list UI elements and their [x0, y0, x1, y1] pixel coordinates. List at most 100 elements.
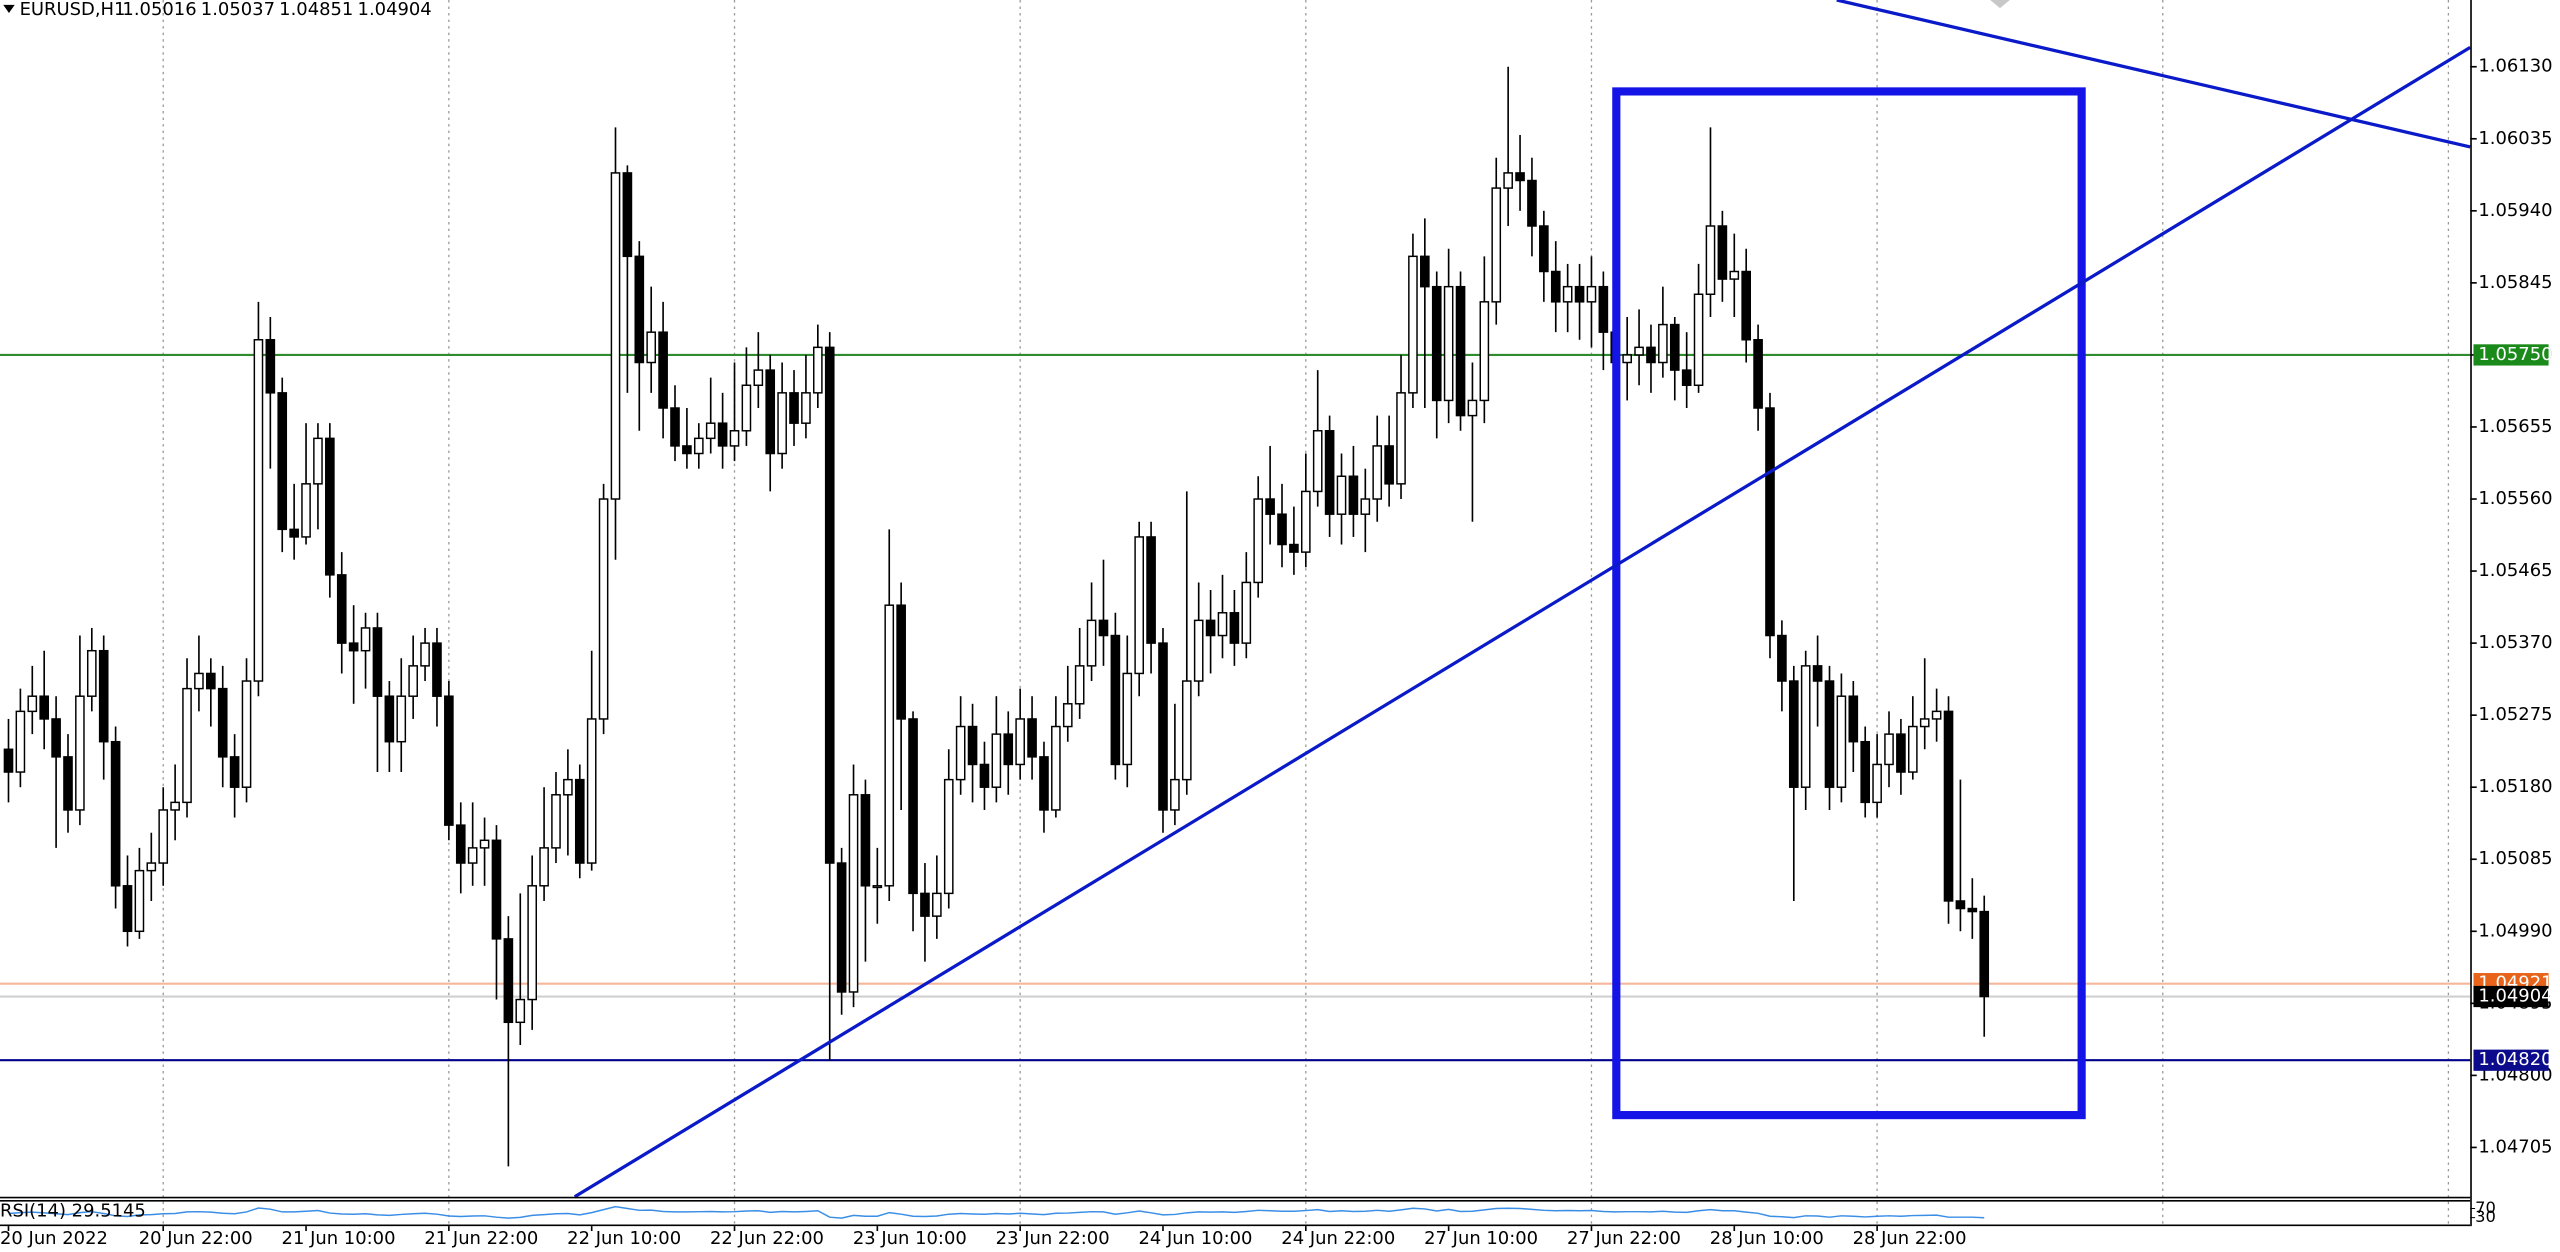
y-tick-label: 1.05275 [2478, 704, 2552, 725]
candle-body [1170, 778, 1180, 811]
candle-body [1408, 255, 1418, 394]
candle-body [1860, 740, 1871, 804]
level-tag-label: 1.04820 [2478, 1049, 2552, 1070]
candle-body [836, 862, 847, 993]
symbol: EURUSD,H1 [20, 0, 126, 20]
candle-body [3, 748, 14, 773]
candle-body [15, 710, 26, 773]
candle-body [432, 642, 442, 697]
y-tick-label: 1.06035 [2478, 128, 2552, 149]
level-tag-label: 1.05750 [2478, 344, 2552, 365]
candle-body [610, 172, 621, 500]
candle-body [1420, 255, 1430, 288]
candle-body [1455, 285, 1466, 417]
candle-body [1277, 513, 1287, 546]
x-tick-label: 22 Jun 10:00 [567, 1228, 681, 1249]
candle-body [574, 778, 585, 864]
candle-body [1848, 695, 1859, 743]
candle-body [98, 649, 109, 743]
candle-body [1324, 430, 1335, 515]
candle-body [1777, 634, 1787, 682]
candle-body [1086, 619, 1097, 667]
candle-body [777, 392, 787, 455]
candle-body [1562, 285, 1573, 303]
candle-body [1800, 665, 1811, 788]
candle-body [75, 695, 85, 811]
candle-body [63, 756, 73, 811]
y-tick-label: 1.05180 [2478, 776, 2552, 797]
y-tick-label: 1.05655 [2478, 416, 2552, 437]
candle-body [51, 718, 61, 758]
candle-body [1336, 475, 1347, 515]
candle-body [1491, 187, 1502, 303]
candle-body [1907, 725, 1918, 773]
y-tick-label: 1.05465 [2478, 560, 2552, 581]
x-tick-label: 22 Jun 22:00 [710, 1228, 824, 1249]
candle-body [598, 498, 609, 720]
candle-body [717, 422, 728, 447]
candle-body [991, 733, 1002, 788]
candle-body [1015, 718, 1025, 766]
candle-body [539, 847, 549, 887]
candle-body [1669, 323, 1680, 371]
candle-body [265, 339, 276, 394]
candle-body [1729, 270, 1740, 280]
candle-body [348, 642, 359, 652]
candle-body [1955, 900, 1966, 910]
candle-body [1360, 498, 1371, 515]
candle-body [27, 695, 38, 713]
candle-body [1634, 346, 1644, 356]
candle-body [1205, 619, 1216, 637]
candle-body [110, 740, 121, 887]
rsi-tick-label: 70 [2475, 1198, 2496, 1217]
y-tick-label: 1.04990 [2478, 920, 2552, 941]
candle-body [217, 687, 228, 758]
candle-body [1348, 475, 1359, 515]
candle-body [301, 483, 311, 538]
candle-body [1646, 346, 1656, 364]
candle-body [527, 885, 537, 1001]
candle-body [1372, 445, 1383, 500]
candle-body [1443, 285, 1454, 402]
candle-body [634, 255, 645, 364]
price-axis-panel [2471, 0, 2560, 1252]
candle-body [336, 574, 347, 644]
candle-body [1146, 536, 1156, 644]
level-tag [2473, 1049, 2549, 1071]
indicator-label: RSI(14) 29.5145 [0, 1200, 146, 1221]
candle-body [1384, 445, 1394, 485]
candle-body [1300, 490, 1311, 553]
candle-body [158, 809, 169, 864]
candle-body [1312, 430, 1323, 493]
trend-line [573, 45, 2472, 1199]
x-tick-label: 27 Jun 10:00 [1424, 1228, 1538, 1249]
candle-body [467, 847, 478, 864]
level-tag-label: 1.04904 [2478, 986, 2552, 1007]
candle-body [884, 604, 895, 887]
candle-body [1717, 225, 1728, 280]
candle-body [1074, 665, 1085, 705]
candle-body [1479, 301, 1490, 402]
candle-body [1919, 718, 1930, 728]
candle-body [1122, 672, 1133, 766]
candle-body [1003, 733, 1014, 766]
axes: 1.047051.048001.048951.049901.050851.051… [0, 56, 2553, 1249]
candle-body [241, 680, 252, 788]
candle-body [1253, 498, 1264, 584]
candle-body [313, 437, 323, 485]
x-tick-label: 28 Jun 10:00 [1710, 1228, 1824, 1249]
x-tick-label: 28 Jun 22:00 [1853, 1228, 1967, 1249]
candle-body [229, 756, 240, 788]
candle-body [444, 695, 454, 826]
y-tick-label: 1.05370 [2478, 632, 2552, 653]
candle-body [1265, 498, 1275, 515]
candle-body [813, 346, 823, 394]
x-tick-label: 27 Jun 22:00 [1567, 1228, 1681, 1249]
candle-body [1788, 680, 1799, 788]
candle-body [551, 794, 561, 849]
candle-body [658, 331, 668, 409]
candle-body [1515, 172, 1525, 182]
x-tick-label: 20 Jun 22:00 [139, 1228, 253, 1249]
candle-body [122, 885, 133, 933]
